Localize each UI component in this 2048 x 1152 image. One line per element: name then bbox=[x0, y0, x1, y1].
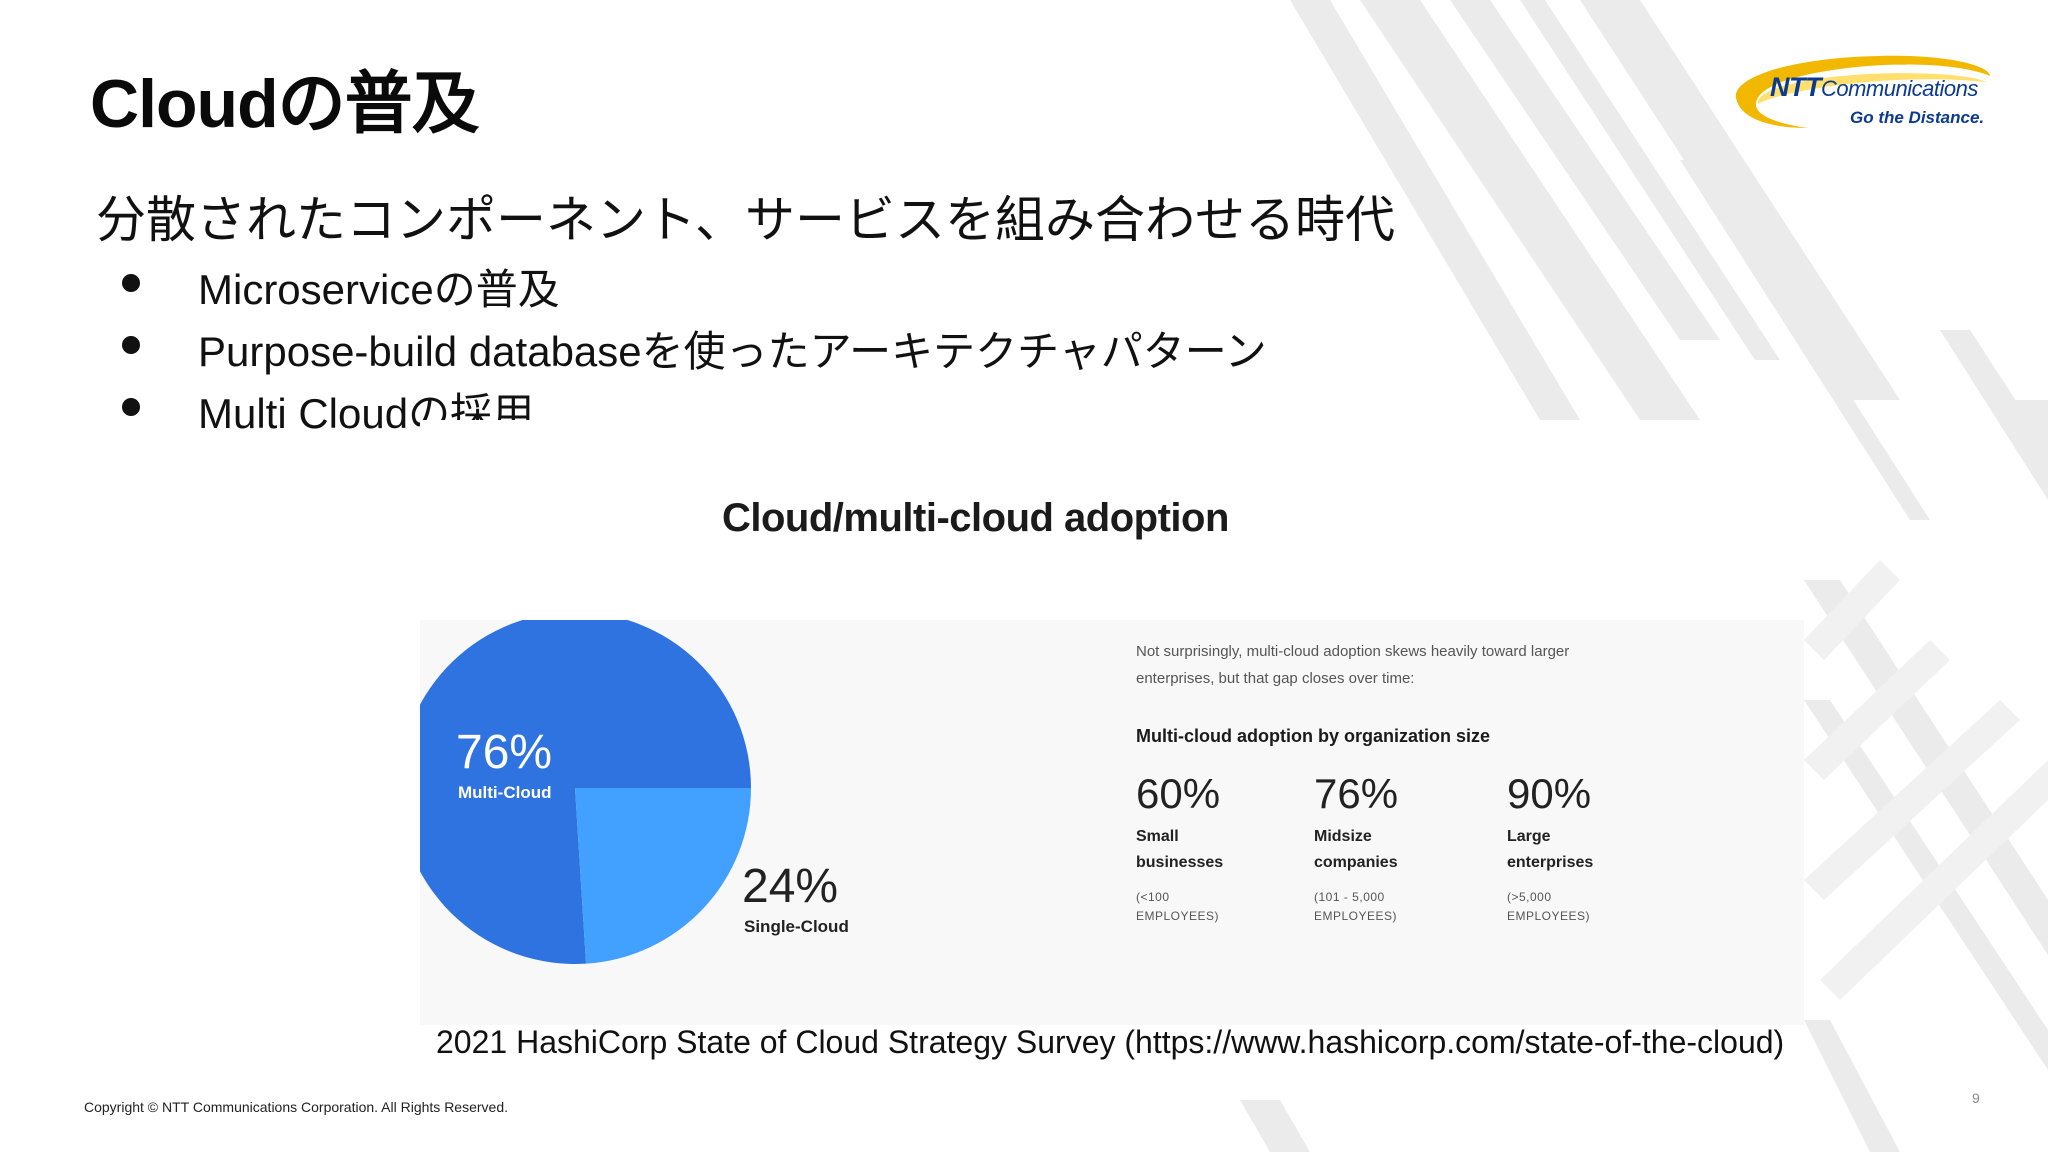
stat-midsize-companies: 76% Midsize companies (101 - 5,000 EMPLOYE… bbox=[1314, 770, 1494, 926]
ntt-communications-logo: NTTCommunications Go the Distance. bbox=[1728, 48, 1998, 136]
stat-value: 60% bbox=[1136, 770, 1221, 817]
slide-headline: 分散されたコンポーネント、サービスを組み合わせる時代 bbox=[96, 192, 1395, 248]
stat-small-businesses: 60% Small businesses (<100 EMPLOYEES) bbox=[1136, 770, 1316, 926]
logo-tagline: Go the Distance. bbox=[1850, 108, 1985, 127]
stat-range: (>5,000 EMPLOYEES) bbox=[1507, 890, 1591, 923]
logo-brand-text: NTTCommunications bbox=[1770, 72, 1978, 103]
pie-label-multi: Multi-Cloud bbox=[458, 783, 551, 802]
stat-value: 90% bbox=[1507, 770, 1592, 817]
bullet-dot-icon bbox=[122, 398, 140, 416]
bullet-text: Purpose-build databaseを使ったアーキテクチャパターン bbox=[198, 328, 1267, 375]
source-citation: 2021 HashiCorp State of Cloud Strategy S… bbox=[436, 1024, 1785, 1060]
slide-title: Cloudの普及 bbox=[90, 66, 480, 142]
survey-chart-panel: Cloud/multi-cloud adoption 76% Multi-Clo… bbox=[420, 420, 1804, 1025]
logo-swoosh-icon bbox=[1735, 55, 1990, 128]
stat-label: Large enterprises bbox=[1507, 828, 1594, 871]
pie-slice-single-cloud bbox=[575, 788, 751, 964]
bullet-dot-icon bbox=[122, 274, 140, 292]
chart-title: Cloud/multi-cloud adoption bbox=[722, 496, 1229, 540]
stat-large-enterprises: 90% Large enterprises (>5,000 EMPLOYEES) bbox=[1507, 770, 1687, 926]
chart-intro-note: Not surprisingly, multi-cloud adoption s… bbox=[1136, 643, 1570, 687]
pie-slice-multi-cloud bbox=[420, 620, 751, 965]
bullet-text: Microserviceの普及 bbox=[198, 266, 560, 313]
stat-label: Small businesses bbox=[1136, 828, 1224, 871]
pie-value-single: 24% bbox=[742, 860, 838, 913]
logo-ntt-text: NTT bbox=[1770, 72, 1821, 102]
pie-value-multi: 76% bbox=[456, 726, 552, 779]
page-number: 9 bbox=[1972, 1090, 1980, 1106]
stat-range: (101 - 5,000 EMPLOYEES) bbox=[1314, 890, 1398, 923]
adoption-pie-chart: 76% Multi-Cloud 24% Single-Cloud bbox=[420, 620, 849, 965]
logo-communications-text: Communications bbox=[1820, 76, 1978, 101]
pie-label-single: Single-Cloud bbox=[744, 917, 849, 936]
stat-label: Midsize companies bbox=[1314, 828, 1398, 871]
stat-value: 76% bbox=[1314, 770, 1399, 817]
stat-range: (<100 EMPLOYEES) bbox=[1136, 890, 1220, 923]
breakdown-title: Multi-cloud adoption by organization siz… bbox=[1136, 726, 1490, 746]
copyright-notice: Copyright © NTT Communications Corporati… bbox=[84, 1099, 508, 1115]
bullet-dot-icon bbox=[122, 336, 140, 354]
